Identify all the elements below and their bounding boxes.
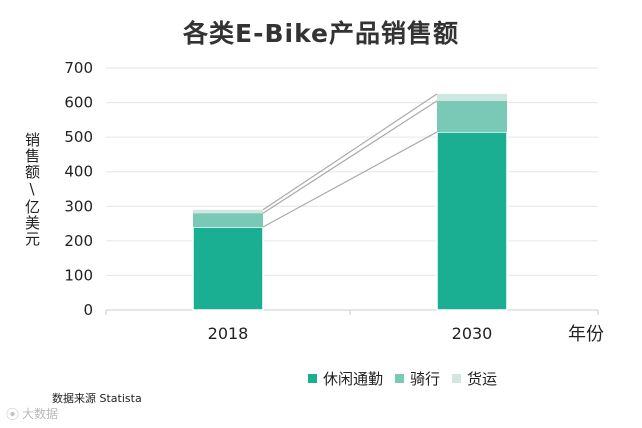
- y-tick-label: 400: [64, 163, 93, 181]
- legend-label-riding: 骑行: [410, 370, 441, 388]
- bar-segment: [193, 213, 263, 228]
- y-tick-label: 600: [64, 94, 93, 112]
- y-tick-label: 700: [64, 59, 93, 77]
- legend-swatch-riding: [395, 374, 405, 383]
- bar-segment: [193, 209, 263, 214]
- watermark-logo-icon: ⦿: [6, 408, 20, 423]
- legend-label-leisure: 休闲通勤: [323, 370, 384, 388]
- source-note: 数据来源 Statista: [52, 392, 142, 405]
- watermark-text: 大数据: [22, 407, 59, 421]
- y-tick-label: 0: [83, 301, 93, 319]
- connector-line: [262, 100, 438, 214]
- bar-segment: [437, 93, 507, 101]
- watermark: ⦿ 大数据: [6, 404, 58, 423]
- legend-label-cargo: 货运: [467, 370, 498, 388]
- legend-swatch-cargo: [452, 374, 462, 383]
- bar-segment: [436, 131, 508, 311]
- legend-item-leisure[interactable]: 休闲通勤: [308, 368, 383, 389]
- x-tick-label: 2018: [208, 324, 249, 343]
- bar-segment: [437, 100, 507, 132]
- legend: 休闲通勤 骑行 货运: [308, 368, 509, 389]
- legend-swatch-leisure: [308, 374, 317, 383]
- chart-title: 各类E-Bike产品销售额: [183, 19, 459, 48]
- y-axis-label: 销售额\亿美元: [23, 132, 41, 247]
- y-tick-label: 500: [64, 128, 93, 146]
- legend-item-riding[interactable]: 骑行: [395, 368, 440, 389]
- y-tick-label: 100: [64, 266, 93, 284]
- legend-item-cargo[interactable]: 货运: [452, 368, 497, 389]
- x-axis-title: 年份: [568, 324, 604, 345]
- connector-line: [262, 93, 438, 211]
- bar-segment: [192, 226, 264, 311]
- y-tick-label: 300: [64, 197, 93, 215]
- x-tick-label: 2030: [452, 324, 493, 343]
- connector-line: [262, 131, 438, 228]
- y-tick-label: 200: [64, 232, 93, 250]
